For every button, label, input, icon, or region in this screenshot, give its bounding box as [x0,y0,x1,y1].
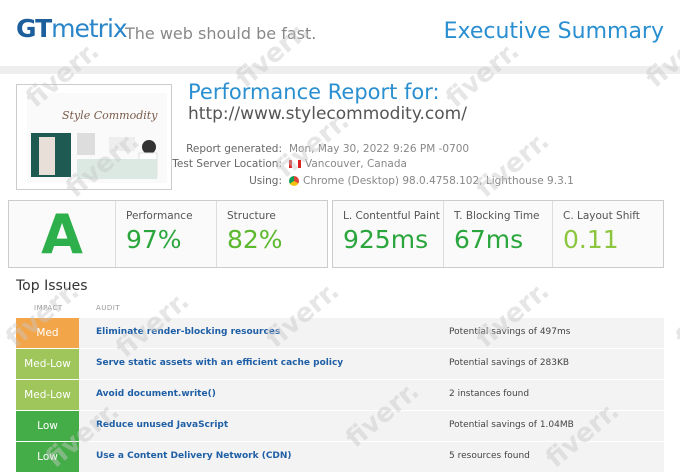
watermark: fiverr. [470,125,556,205]
location: Vancouver, Canada [305,158,407,170]
watermark: fiverr. [440,35,526,115]
vital-value: 67ms [454,225,524,254]
audit-name: Use a Content Delivery Network (CDN) [96,451,292,461]
detail-label: Test Server Location: [172,158,282,170]
issue-row: Low Reduce unused JavaScript Potential sav… [16,411,664,441]
issue-row: Med-Low Avoid document.write() 2 instances… [16,380,664,410]
svg-text:Style Commodity: Style Commodity [62,109,158,122]
vitals-box: L. Contentful Paint 925ms T. Blocking Ti… [332,200,664,268]
issue-row: Med-Low Serve static assets with an effic… [16,349,664,379]
score-label: Structure [227,210,276,222]
section-title: Top Issues [16,278,88,294]
column-header: IMPACT [34,304,63,312]
issue-row: Med Eliminate render-blocking resources Po… [16,318,664,348]
audit-note: Potential savings of 283KB [449,358,570,368]
detail-value: Mon, May 30, 2022 9:26 PM -0700 [289,143,470,155]
grade: A [41,203,83,266]
browser: Chrome (Desktop) 98.0.4758.102, Lighthou… [303,175,574,187]
score-value: 97% [126,225,182,254]
detail-label: Report generated: [186,143,282,155]
vital-label: L. Contentful Paint [343,210,440,222]
grade-cell: A [9,201,116,267]
report-title: Performance Report for: [188,80,440,104]
audit-note: Potential savings of 497ms [449,327,571,337]
column-header: AUDIT [96,304,121,312]
vital-value: 0.11 [563,225,619,254]
detail-label: Using: [249,175,282,187]
score-cell: Performance 97% [116,201,217,267]
impact-badge: Low [16,442,79,472]
page-title: Executive Summary [443,19,664,44]
issue-row: Low Use a Content Delivery Network (CDN) 5… [16,442,664,472]
logo-part: GT [16,14,52,43]
grade-box: A Performance 97% Structure 82% [8,200,328,268]
audit-name: Serve static assets with an efficient ca… [96,358,344,368]
page: {"header": {"logo_a": "GT", "logo_b": "m… [0,14,680,474]
vital-cell: C. Layout Shift 0.11 [553,201,663,267]
vital-label: C. Layout Shift [563,210,640,222]
site-thumbnail: Style Commodity [16,84,172,190]
detail-value: Vancouver, Canada [289,158,407,170]
chrome-icon [289,176,299,186]
vital-cell: T. Blocking Time 67ms [444,201,553,267]
vital-value: 925ms [343,225,429,254]
watermark: fiverr. [670,275,680,355]
tagline: The web should be fast. [125,24,317,43]
impact-badge: Med-Low [16,349,79,379]
audit-note: 5 resources found [449,451,530,461]
audit-note: 2 instances found [449,389,530,399]
logo-part: metrix [51,14,128,43]
impact-badge: Med [16,318,79,348]
score-label: Performance [126,210,193,222]
detail-value: Chrome (Desktop) 98.0.4758.102, Lighthou… [289,175,574,187]
score-value: 82% [227,225,283,254]
thumbnail-art: Style Commodity [27,93,167,183]
report-url: http://www.stylecommodity.com/ [188,104,467,124]
vital-cell: L. Contentful Paint 925ms [333,201,444,267]
impact-badge: Low [16,411,79,441]
audit-name: Avoid document.write() [96,389,216,399]
flag-icon [289,160,301,168]
logo: GTmetrix [16,14,128,43]
audit-name: Reduce unused JavaScript [96,420,229,430]
audit-note: Potential savings of 1.04MB [449,420,574,430]
impact-badge: Med-Low [16,380,79,410]
score-cell: Structure 82% [217,201,327,267]
divider [0,66,680,74]
audit-name: Eliminate render-blocking resources [96,327,281,337]
vital-label: T. Blocking Time [454,210,540,222]
